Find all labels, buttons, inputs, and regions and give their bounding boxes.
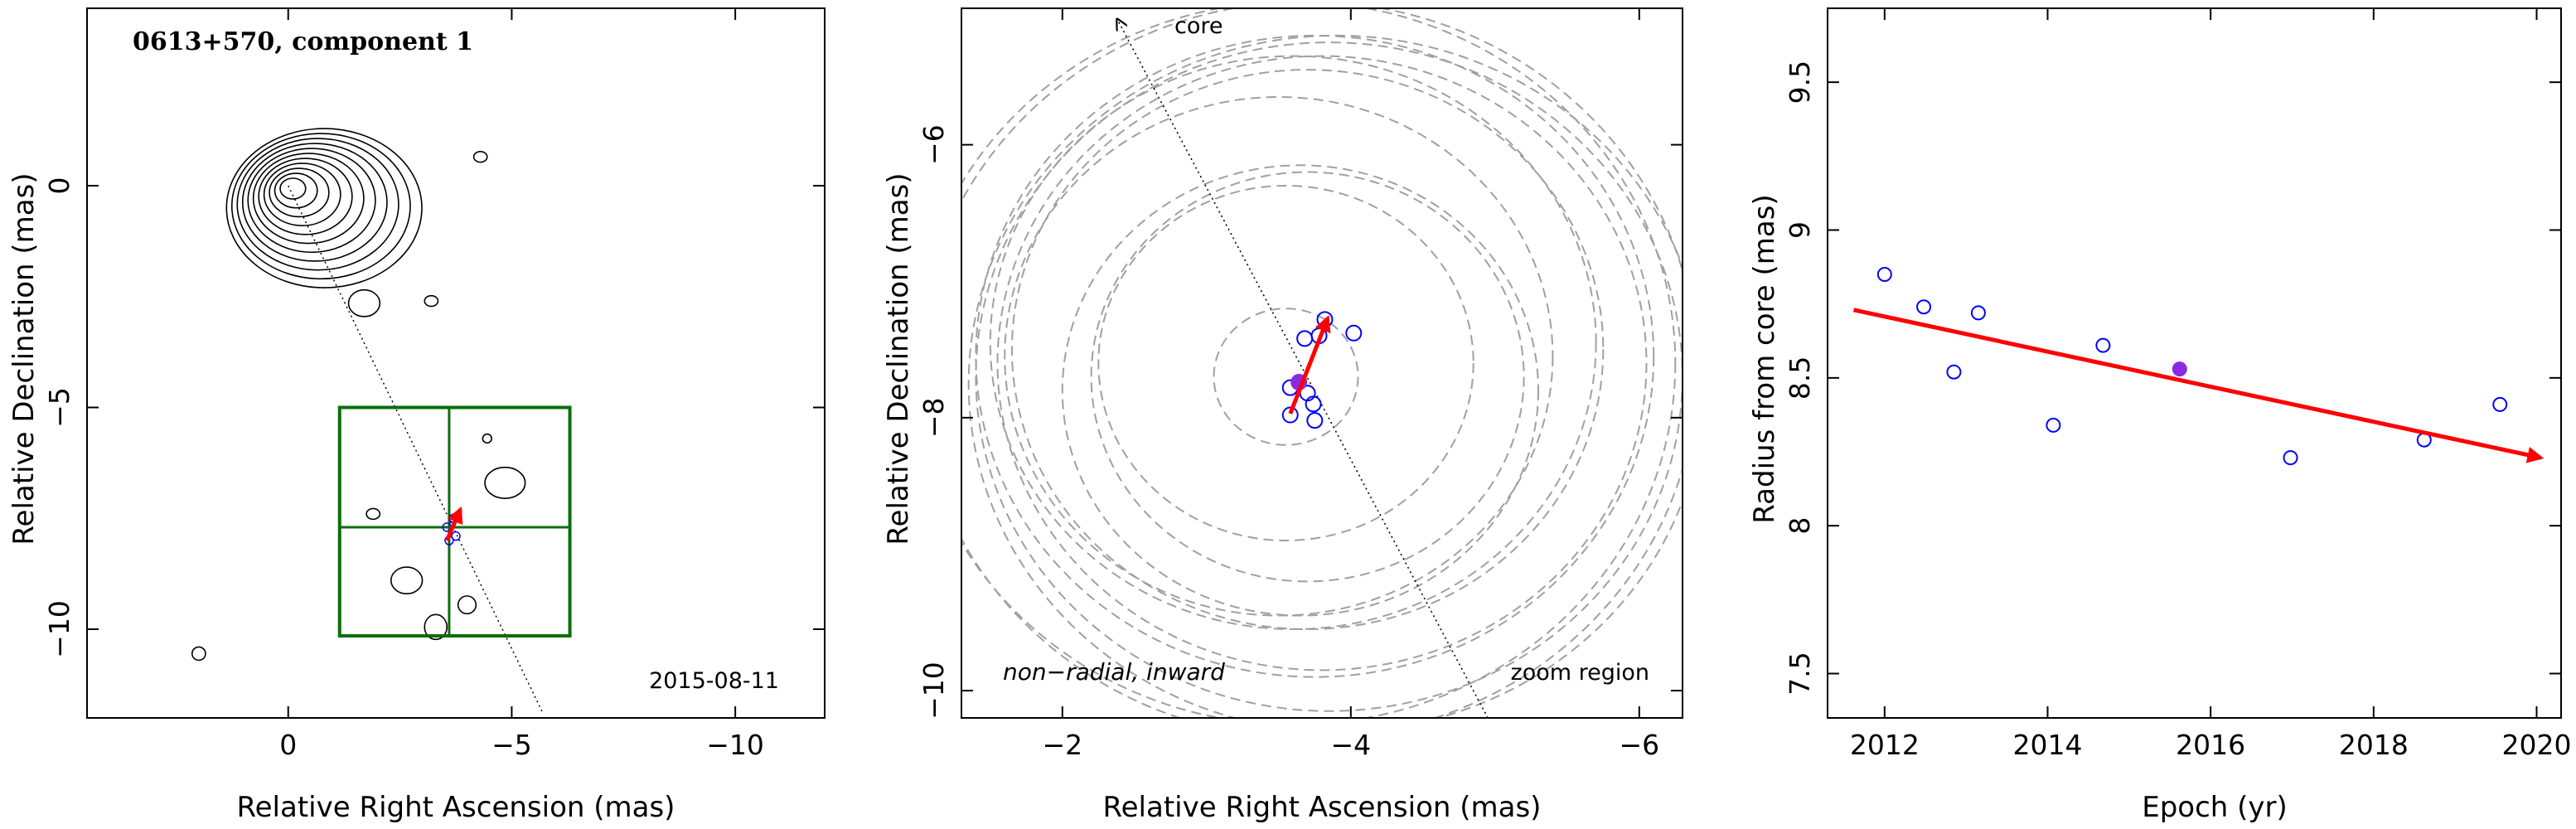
x-tick-label: 2014 (2013, 729, 2083, 761)
contour-line (258, 158, 353, 235)
contour-line (274, 172, 318, 209)
contour-line (241, 143, 388, 262)
x-tick-label: 2018 (2339, 729, 2409, 761)
plot-frame (86, 7, 826, 719)
contour-line (230, 133, 411, 280)
plot-area: 0 −5 −10 0 −5 −10 (43, 7, 826, 761)
y-tick-label: 8 (1784, 517, 1816, 535)
contour-line (390, 566, 424, 595)
data-point (1970, 305, 1986, 321)
x-tick-label: −10 (706, 729, 764, 761)
contour-line (484, 466, 526, 499)
contour-line (236, 138, 399, 271)
y-tick-label: −8 (918, 398, 950, 439)
y-tick-label: −10 (43, 600, 75, 658)
x-axis-title: Relative Right Ascension (mas) (237, 791, 675, 824)
data-point (1306, 412, 1324, 429)
contour-line (252, 153, 365, 245)
contour-line (366, 507, 381, 521)
data-point (1946, 364, 1962, 380)
y-tick-label: −6 (918, 124, 950, 165)
data-point (1876, 267, 1892, 282)
motion-note: non−radial, inward (1003, 658, 1225, 686)
motion-arrow (1288, 314, 1331, 414)
y-tick-label: 9 (1784, 221, 1816, 239)
plot-frame (1827, 7, 2562, 719)
date-label: 2015-08-11 (649, 668, 779, 694)
x-tick-label: 0 (279, 729, 297, 761)
panel-radius-vs-epoch: 2012 2014 2016 2018 2020 7.5 8 8.5 9 9.5 Epoch (y… (1748, 7, 2572, 824)
error-circle (1213, 308, 1359, 446)
contour-line (472, 151, 488, 163)
plot-contents (961, 8, 1683, 718)
error-circle (1010, 69, 1605, 630)
error-circle (1090, 171, 1525, 583)
y-tick-label: −5 (43, 387, 75, 428)
error-circle (996, 55, 1648, 671)
x-tick-label: −2 (1042, 729, 1082, 761)
jet-direction-line (288, 185, 544, 714)
error-circle (1004, 96, 1554, 617)
data-point (1345, 324, 1363, 342)
panel-title: 0613+570, component 1 (133, 27, 473, 56)
core-direction-line (1117, 19, 1489, 718)
contour-line (279, 177, 307, 200)
plot-area: 2012 2014 2016 2018 2020 7.5 8 8.5 9 9.5 (1784, 7, 2572, 761)
zoom-region-label: zoom region (1511, 660, 1649, 686)
contour-line (424, 294, 439, 308)
contour-line (263, 162, 341, 226)
x-tick-label: 2016 (2176, 729, 2245, 761)
y-axis-title: Radius from core (mas) (1748, 194, 1781, 523)
error-circle (1097, 185, 1474, 541)
zoom-region-box (337, 405, 572, 638)
data-point (1916, 299, 1932, 315)
contour-line (347, 288, 381, 318)
panel-contour-map: 0 −5 −10 0 −5 −10 0613+570, component 1 2015-… (7, 7, 826, 824)
data-point (1296, 330, 1314, 347)
contour-line (482, 433, 492, 444)
data-point (1281, 406, 1299, 424)
y-axis-title: Relative Declination (mas) (882, 172, 915, 545)
y-tick-label: 8.5 (1784, 356, 1816, 400)
x-tick-label: 2012 (1850, 729, 1920, 761)
plot-area: −2 −4 −6 −6 −8 −10 (918, 7, 1683, 761)
error-circle (975, 34, 1655, 678)
contour-line (457, 595, 477, 615)
data-point (2283, 450, 2298, 466)
y-tick-label: 7.5 (1784, 652, 1816, 695)
x-tick-label: −6 (1619, 729, 1659, 761)
y-tick-label: −10 (918, 662, 950, 720)
x-tick-label: 2020 (2502, 729, 2572, 761)
error-circle (961, 8, 1677, 718)
plot-frame (961, 7, 1683, 719)
core-label: core (1174, 13, 1223, 39)
y-axis-title: Relative Declination (mas) (7, 172, 41, 545)
data-point (1305, 395, 1322, 413)
contour-line (247, 148, 376, 254)
y-tick-label: 9.5 (1784, 61, 1816, 104)
data-point (2046, 417, 2061, 433)
x-tick-label: −4 (1330, 729, 1371, 761)
error-circle (967, 35, 1683, 718)
data-point (451, 531, 461, 541)
x-tick-label: −5 (491, 729, 532, 761)
data-point (2492, 396, 2508, 412)
x-axis-title: Epoch (yr) (2142, 791, 2288, 824)
contour-line (191, 646, 206, 662)
error-circle (989, 55, 1597, 630)
data-point (2095, 337, 2111, 353)
panel-zoom-region: −2 −4 −6 −6 −8 −10 core zoom region non−radia… (882, 7, 1683, 824)
fit-arrow (1852, 308, 2545, 463)
contour-line (225, 128, 423, 288)
x-axis-title: Relative Right Ascension (mas) (1103, 791, 1542, 824)
contour-line (424, 613, 448, 641)
highlight-point (2172, 361, 2187, 377)
motion-arrow (444, 506, 463, 541)
y-tick-label: 0 (43, 177, 75, 195)
contour-line (269, 167, 330, 218)
